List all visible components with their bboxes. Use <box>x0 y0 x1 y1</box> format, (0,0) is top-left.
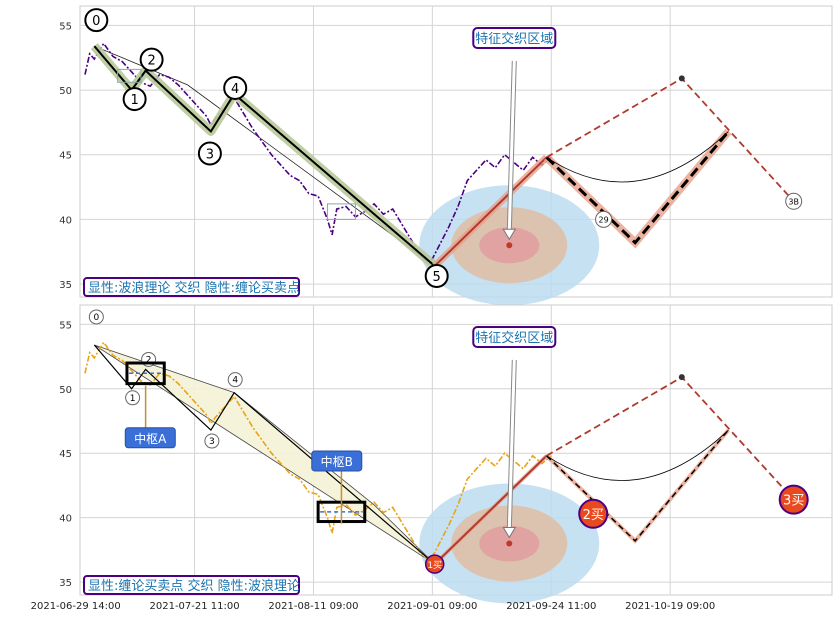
wave-point-label: 4 <box>231 82 239 97</box>
wave-point-marker <box>197 141 222 166</box>
forecast-peak-point <box>678 374 685 381</box>
buy-point-marker <box>424 554 445 574</box>
y-tick-label: 40 <box>59 514 72 525</box>
focus-arrow-head <box>502 526 517 539</box>
y-tick-label: 50 <box>59 385 72 396</box>
zhongshu-small-box <box>326 203 356 220</box>
wave-point-label: 1 <box>130 93 138 108</box>
zhongshu-label: 中枢A <box>134 431 167 446</box>
caption-box <box>83 277 300 297</box>
x-tick-label: 2021-07-21 11:00 <box>150 601 240 612</box>
y-tick-label: 55 <box>59 21 72 32</box>
wave-point-marker <box>424 263 449 288</box>
focus-arrow-head <box>502 228 517 241</box>
y-tick-label: 45 <box>59 449 72 460</box>
y-tick-label: 55 <box>59 320 72 331</box>
forecast-label: 29 <box>598 215 608 224</box>
wave-thin-line <box>94 45 435 267</box>
buy-point-marker <box>578 498 609 529</box>
x-tick-label: 2021-10-19 09:00 <box>625 601 715 612</box>
buy-point-label: 1买 <box>427 560 442 571</box>
focus-label: 特征交织区域 <box>475 330 553 346</box>
wave-point-label: 1 <box>130 394 136 404</box>
buy-point-label: 3买 <box>783 494 804 509</box>
focus-label-box <box>472 27 557 49</box>
caption-label: 显性:波浪理论 交织 隐性:缠论买卖点 <box>88 280 300 296</box>
wave-main-line <box>93 344 436 565</box>
y-tick-label: 40 <box>59 215 72 226</box>
price-series-line <box>84 340 552 563</box>
forecast-solid-line <box>433 455 548 565</box>
wave-point-marker <box>223 75 248 100</box>
forecast-dashed-black <box>545 130 730 245</box>
wave-point-marker <box>204 433 220 449</box>
forecast-solid-line <box>433 156 548 267</box>
focus-center-point <box>506 242 513 249</box>
x-axis: 2021-06-29 14:00 2021-07-21 11:00 2021-08-… <box>31 601 716 612</box>
x-tick-label: 2021-09-01 09:00 <box>387 601 477 612</box>
forecast-label-marker <box>785 192 803 210</box>
buy-point-label: 2买 <box>583 508 604 523</box>
focus-label: 特征交织区域 <box>475 31 553 47</box>
wave-point-label: 3 <box>209 437 215 447</box>
x-tick-label: 2021-09-24 11:00 <box>506 601 596 612</box>
wave-point-label: 3 <box>206 147 214 162</box>
caption-label: 显性:缠论买卖点 交织 隐性:波浪理论 <box>88 578 300 594</box>
y-tick-label: 45 <box>59 151 72 162</box>
focus-center-point <box>506 540 513 547</box>
zhongshu-label-box <box>124 427 176 449</box>
wave-point-label: 4 <box>232 376 238 386</box>
wave-point-marker <box>125 390 141 406</box>
buy-point-marker <box>778 484 809 515</box>
focus-arrow-inner <box>507 60 516 232</box>
zhongshu-label-box <box>311 450 363 472</box>
wave-point-marker <box>122 87 147 112</box>
forecast-peak-point <box>678 75 685 82</box>
y-tick-label: 35 <box>59 578 72 589</box>
zhongshu-label: 中枢B <box>321 454 353 469</box>
wave-point-marker <box>227 372 243 388</box>
forecast-arc <box>546 429 729 481</box>
zhongshu-small-box <box>117 68 142 83</box>
x-tick-label: 2021-06-29 14:00 <box>31 601 121 612</box>
y-tick-label: 50 <box>59 86 72 97</box>
wave-point-label: 2 <box>147 54 155 69</box>
wave-point-label: 0 <box>93 313 99 323</box>
focus-label-box <box>472 326 557 348</box>
wave-point-label: 2 <box>146 355 152 365</box>
wave-point-label: 0 <box>92 14 100 29</box>
wave-point-marker <box>88 309 104 325</box>
x-tick-label: 2021-08-11 09:00 <box>268 601 358 612</box>
focus-arrow-inner <box>507 359 516 530</box>
forecast-label-marker <box>595 210 613 228</box>
y-tick-label: 35 <box>59 280 72 291</box>
zhongshu-box <box>125 361 166 386</box>
caption-box <box>83 575 300 595</box>
forecast-dashed-black <box>546 429 729 542</box>
forecast-arc <box>546 131 729 183</box>
wave-point-label: 5 <box>433 270 441 285</box>
forecast-label: 3B <box>788 197 799 206</box>
wave-point-marker <box>84 8 109 33</box>
wave-point-marker <box>139 47 164 72</box>
